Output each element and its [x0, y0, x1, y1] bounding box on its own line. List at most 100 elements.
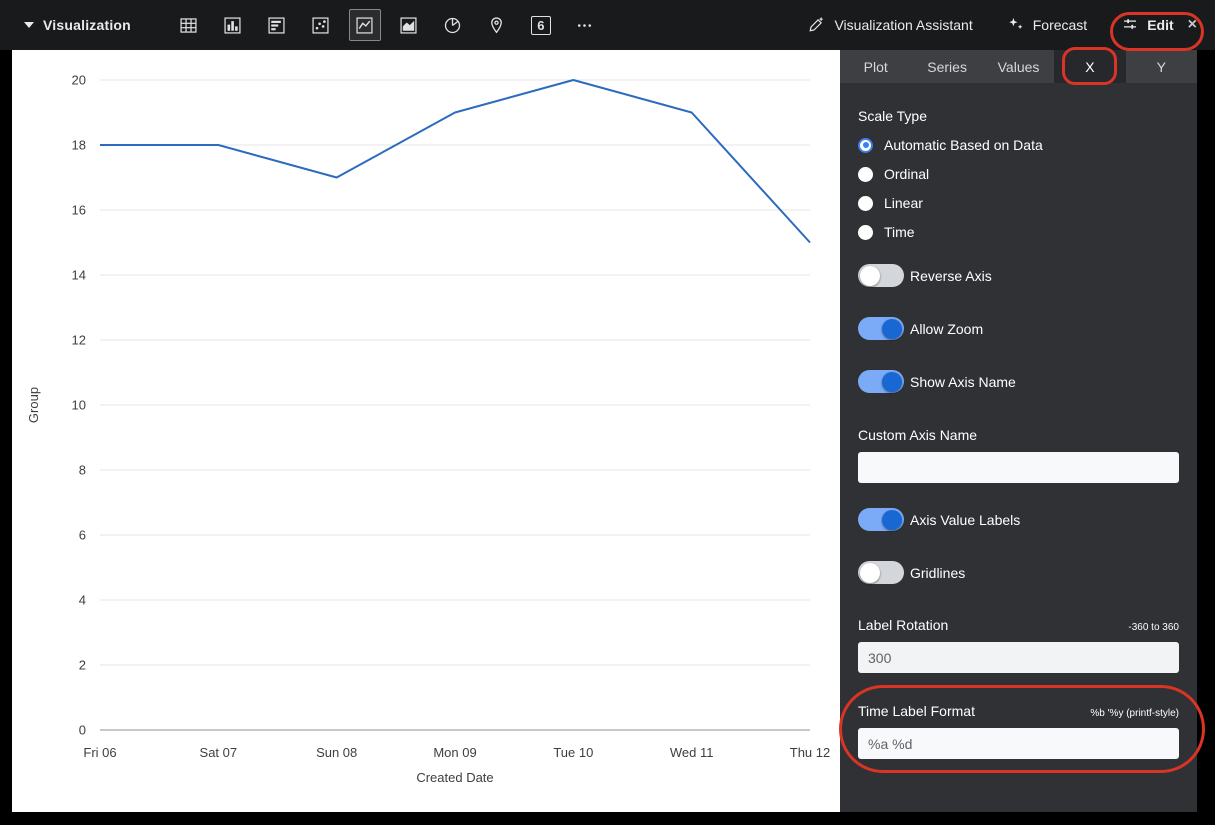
single-value-icon: 6 [531, 15, 551, 35]
tab-plot[interactable]: Plot [863, 58, 888, 75]
chart-type-line-button[interactable] [348, 9, 381, 41]
tab-x[interactable]: X [1054, 50, 1126, 83]
svg-text:4: 4 [79, 593, 86, 608]
radio-label: Automatic Based on Data [884, 137, 1043, 153]
caret-down-icon [24, 22, 34, 28]
svg-text:Created Date: Created Date [416, 770, 493, 785]
radio-time[interactable]: Time [858, 224, 1179, 240]
svg-text:2: 2 [79, 658, 86, 673]
svg-text:6: 6 [79, 528, 86, 543]
chart-type-column-button[interactable] [217, 9, 249, 41]
scatter-plot-icon [310, 15, 331, 36]
chart-type-area-button[interactable] [393, 9, 425, 41]
show-axis-name-toggle[interactable] [858, 370, 904, 393]
svg-text:18: 18 [72, 138, 86, 153]
panel-body: Scale Type Automatic Based on Data Ordin… [840, 108, 1197, 759]
gridlines-toggle[interactable] [858, 561, 904, 584]
edit-label: Edit [1147, 17, 1174, 33]
pie-chart-icon [442, 15, 463, 36]
chart-type-bar-button[interactable] [261, 9, 293, 41]
chart-type-map-button[interactable] [481, 9, 513, 41]
chart-area: 0 2 4 6 8 10 12 14 16 18 20 Fri 06 Sat 07 Sun 08 Mon 0… [12, 50, 840, 812]
label-rotation-hint: -360 to 360 [1128, 622, 1179, 633]
toggle-label: Show Axis Name [910, 373, 1016, 390]
label-rotation-row: Label Rotation -360 to 360 [858, 617, 1179, 633]
svg-text:14: 14 [72, 268, 86, 283]
tab-y[interactable]: Y [1156, 58, 1166, 75]
radio-icon[interactable] [858, 195, 873, 211]
chart-type-scatter-button[interactable] [305, 9, 337, 41]
radio-linear[interactable]: Linear [858, 195, 1179, 211]
label-rotation-label: Label Rotation [858, 617, 949, 633]
toggle-row-reverse-axis[interactable]: Reverse Axis [858, 264, 1179, 287]
svg-text:Thu 12: Thu 12 [790, 745, 830, 760]
panel-tabs: Plot Series Values X Y [840, 50, 1197, 83]
chart-type-single-value-button[interactable]: 6 [525, 9, 557, 41]
svg-text:Wed 11: Wed 11 [670, 745, 714, 760]
radio-label: Time [884, 224, 915, 240]
time-label-format-label: Time Label Format [858, 703, 975, 719]
visualization-dropdown-label: Visualization [43, 17, 131, 33]
svg-text:Sat 07: Sat 07 [200, 745, 238, 760]
forecast-label: Forecast [1032, 17, 1088, 33]
tune-icon [1121, 15, 1139, 36]
axis-value-labels-toggle[interactable] [858, 508, 904, 531]
svg-text:20: 20 [72, 73, 86, 88]
toggle-label: Axis Value Labels [910, 511, 1021, 528]
visualization-edit-panel: Plot Series Values X Y Scale Type Automa… [840, 50, 1197, 812]
reverse-axis-toggle[interactable] [858, 264, 904, 287]
chart-type-pie-button[interactable] [437, 9, 469, 41]
svg-text:10: 10 [72, 398, 86, 413]
chart-type-icon-bar: 6 [173, 9, 601, 41]
custom-axis-name-input[interactable] [858, 452, 1179, 483]
svg-text:Group: Group [26, 387, 41, 423]
radio-ordinal[interactable]: Ordinal [858, 166, 1179, 182]
radio-automatic-based-on-data[interactable]: Automatic Based on Data [858, 137, 1179, 153]
radio-icon[interactable] [858, 137, 873, 153]
custom-axis-name-row: Custom Axis Name [858, 427, 1179, 443]
radio-label: Ordinal [884, 166, 930, 182]
forecast-button[interactable]: Forecast [1007, 15, 1087, 36]
time-label-format-input[interactable] [858, 728, 1179, 759]
column-chart-icon [222, 15, 243, 36]
svg-text:Sun 08: Sun 08 [316, 745, 357, 760]
svg-text:Tue 10: Tue 10 [553, 745, 593, 760]
toggle-row-gridlines[interactable]: Gridlines [858, 561, 1179, 584]
toggle-label: Reverse Axis [910, 267, 992, 284]
svg-text:12: 12 [72, 333, 86, 348]
line-chart-icon [354, 15, 375, 36]
time-label-format-row: Time Label Format %b '%y (printf-style) [858, 703, 1179, 719]
top-toolbar: Visualization 6 [0, 0, 1215, 50]
time-label-format-hint: %b '%y (printf-style) [1090, 708, 1179, 719]
sparkles-icon [1007, 15, 1025, 36]
more-chart-types-button[interactable] [569, 9, 601, 41]
radio-label: Linear [884, 195, 923, 211]
svg-text:0: 0 [79, 723, 86, 738]
visualization-assistant-button[interactable]: Visualization Assistant [808, 15, 973, 36]
map-pin-icon [486, 15, 507, 36]
svg-text:8: 8 [79, 463, 86, 478]
custom-axis-name-label: Custom Axis Name [858, 427, 978, 443]
close-icon[interactable]: × [1187, 16, 1197, 33]
bar-chart-icon [266, 15, 287, 36]
more-icon [574, 15, 595, 36]
tab-values[interactable]: Values [997, 58, 1040, 75]
radio-icon[interactable] [858, 166, 873, 182]
svg-text:16: 16 [72, 203, 86, 218]
table-icon [178, 15, 199, 36]
chart-type-table-button[interactable] [173, 9, 205, 41]
allow-zoom-toggle[interactable] [858, 317, 904, 340]
visualization-assistant-label: Visualization Assistant [834, 17, 973, 33]
tab-series[interactable]: Series [927, 58, 967, 75]
toggle-row-allow-zoom[interactable]: Allow Zoom [858, 317, 1179, 340]
radio-icon[interactable] [858, 224, 873, 240]
toggle-row-show-axis-name[interactable]: Show Axis Name [858, 370, 1179, 393]
edit-button[interactable]: Edit × [1121, 15, 1197, 36]
scale-type-label: Scale Type [858, 108, 928, 124]
visualization-dropdown[interactable]: Visualization [24, 17, 131, 33]
toggle-row-axis-value-labels[interactable]: Axis Value Labels [858, 508, 1179, 531]
toggle-label: Allow Zoom [910, 320, 984, 337]
toggle-label: Gridlines [910, 564, 966, 581]
toolbar-right-group: Visualization Assistant Forecast Edit × [808, 15, 1197, 36]
label-rotation-input[interactable] [858, 642, 1179, 673]
